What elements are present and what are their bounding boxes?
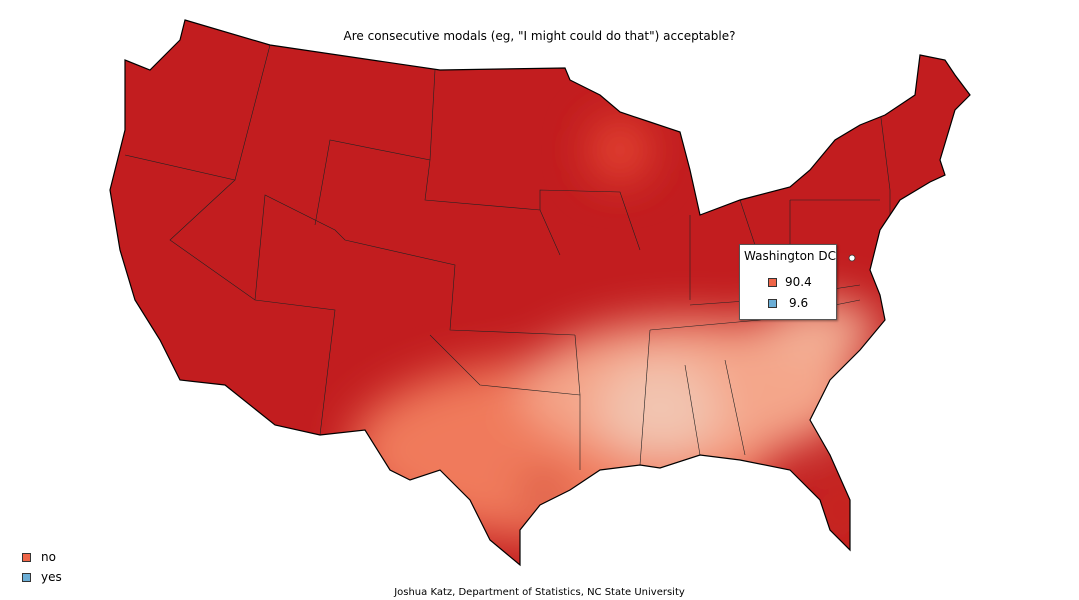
tooltip-row-yes: 9.6 bbox=[768, 296, 808, 310]
tooltip-yes-value: 9.6 bbox=[789, 296, 809, 310]
yes-swatch-icon bbox=[22, 572, 31, 582]
south-florida-region bbox=[820, 470, 860, 550]
map-title: Are consecutive modals (eg, "I might cou… bbox=[343, 29, 736, 43]
houston-region bbox=[525, 475, 565, 505]
tooltip-no-value: 90.4 bbox=[785, 275, 812, 289]
wisconsin-region bbox=[590, 120, 650, 180]
mississippi-region bbox=[600, 360, 720, 460]
tooltip-row-no: 90.4 bbox=[768, 275, 812, 289]
legend-label-no: no bbox=[41, 550, 56, 564]
legend-label-yes: yes bbox=[41, 570, 62, 584]
legend-item-yes[interactable]: yes bbox=[22, 570, 62, 584]
state-borders bbox=[124, 44, 891, 470]
yes-swatch-icon bbox=[768, 298, 777, 308]
credit-footer: Joshua Katz, Department of Statistics, N… bbox=[394, 587, 685, 598]
legend-item-no[interactable]: no bbox=[22, 550, 56, 564]
no-swatch-icon bbox=[22, 552, 31, 562]
region-tooltip: Washington DC 90.4 9.6 bbox=[739, 244, 837, 320]
washington-dc-marker[interactable] bbox=[848, 254, 856, 262]
no-swatch-icon bbox=[768, 277, 777, 287]
tooltip-region-name: Washington DC bbox=[744, 249, 836, 263]
